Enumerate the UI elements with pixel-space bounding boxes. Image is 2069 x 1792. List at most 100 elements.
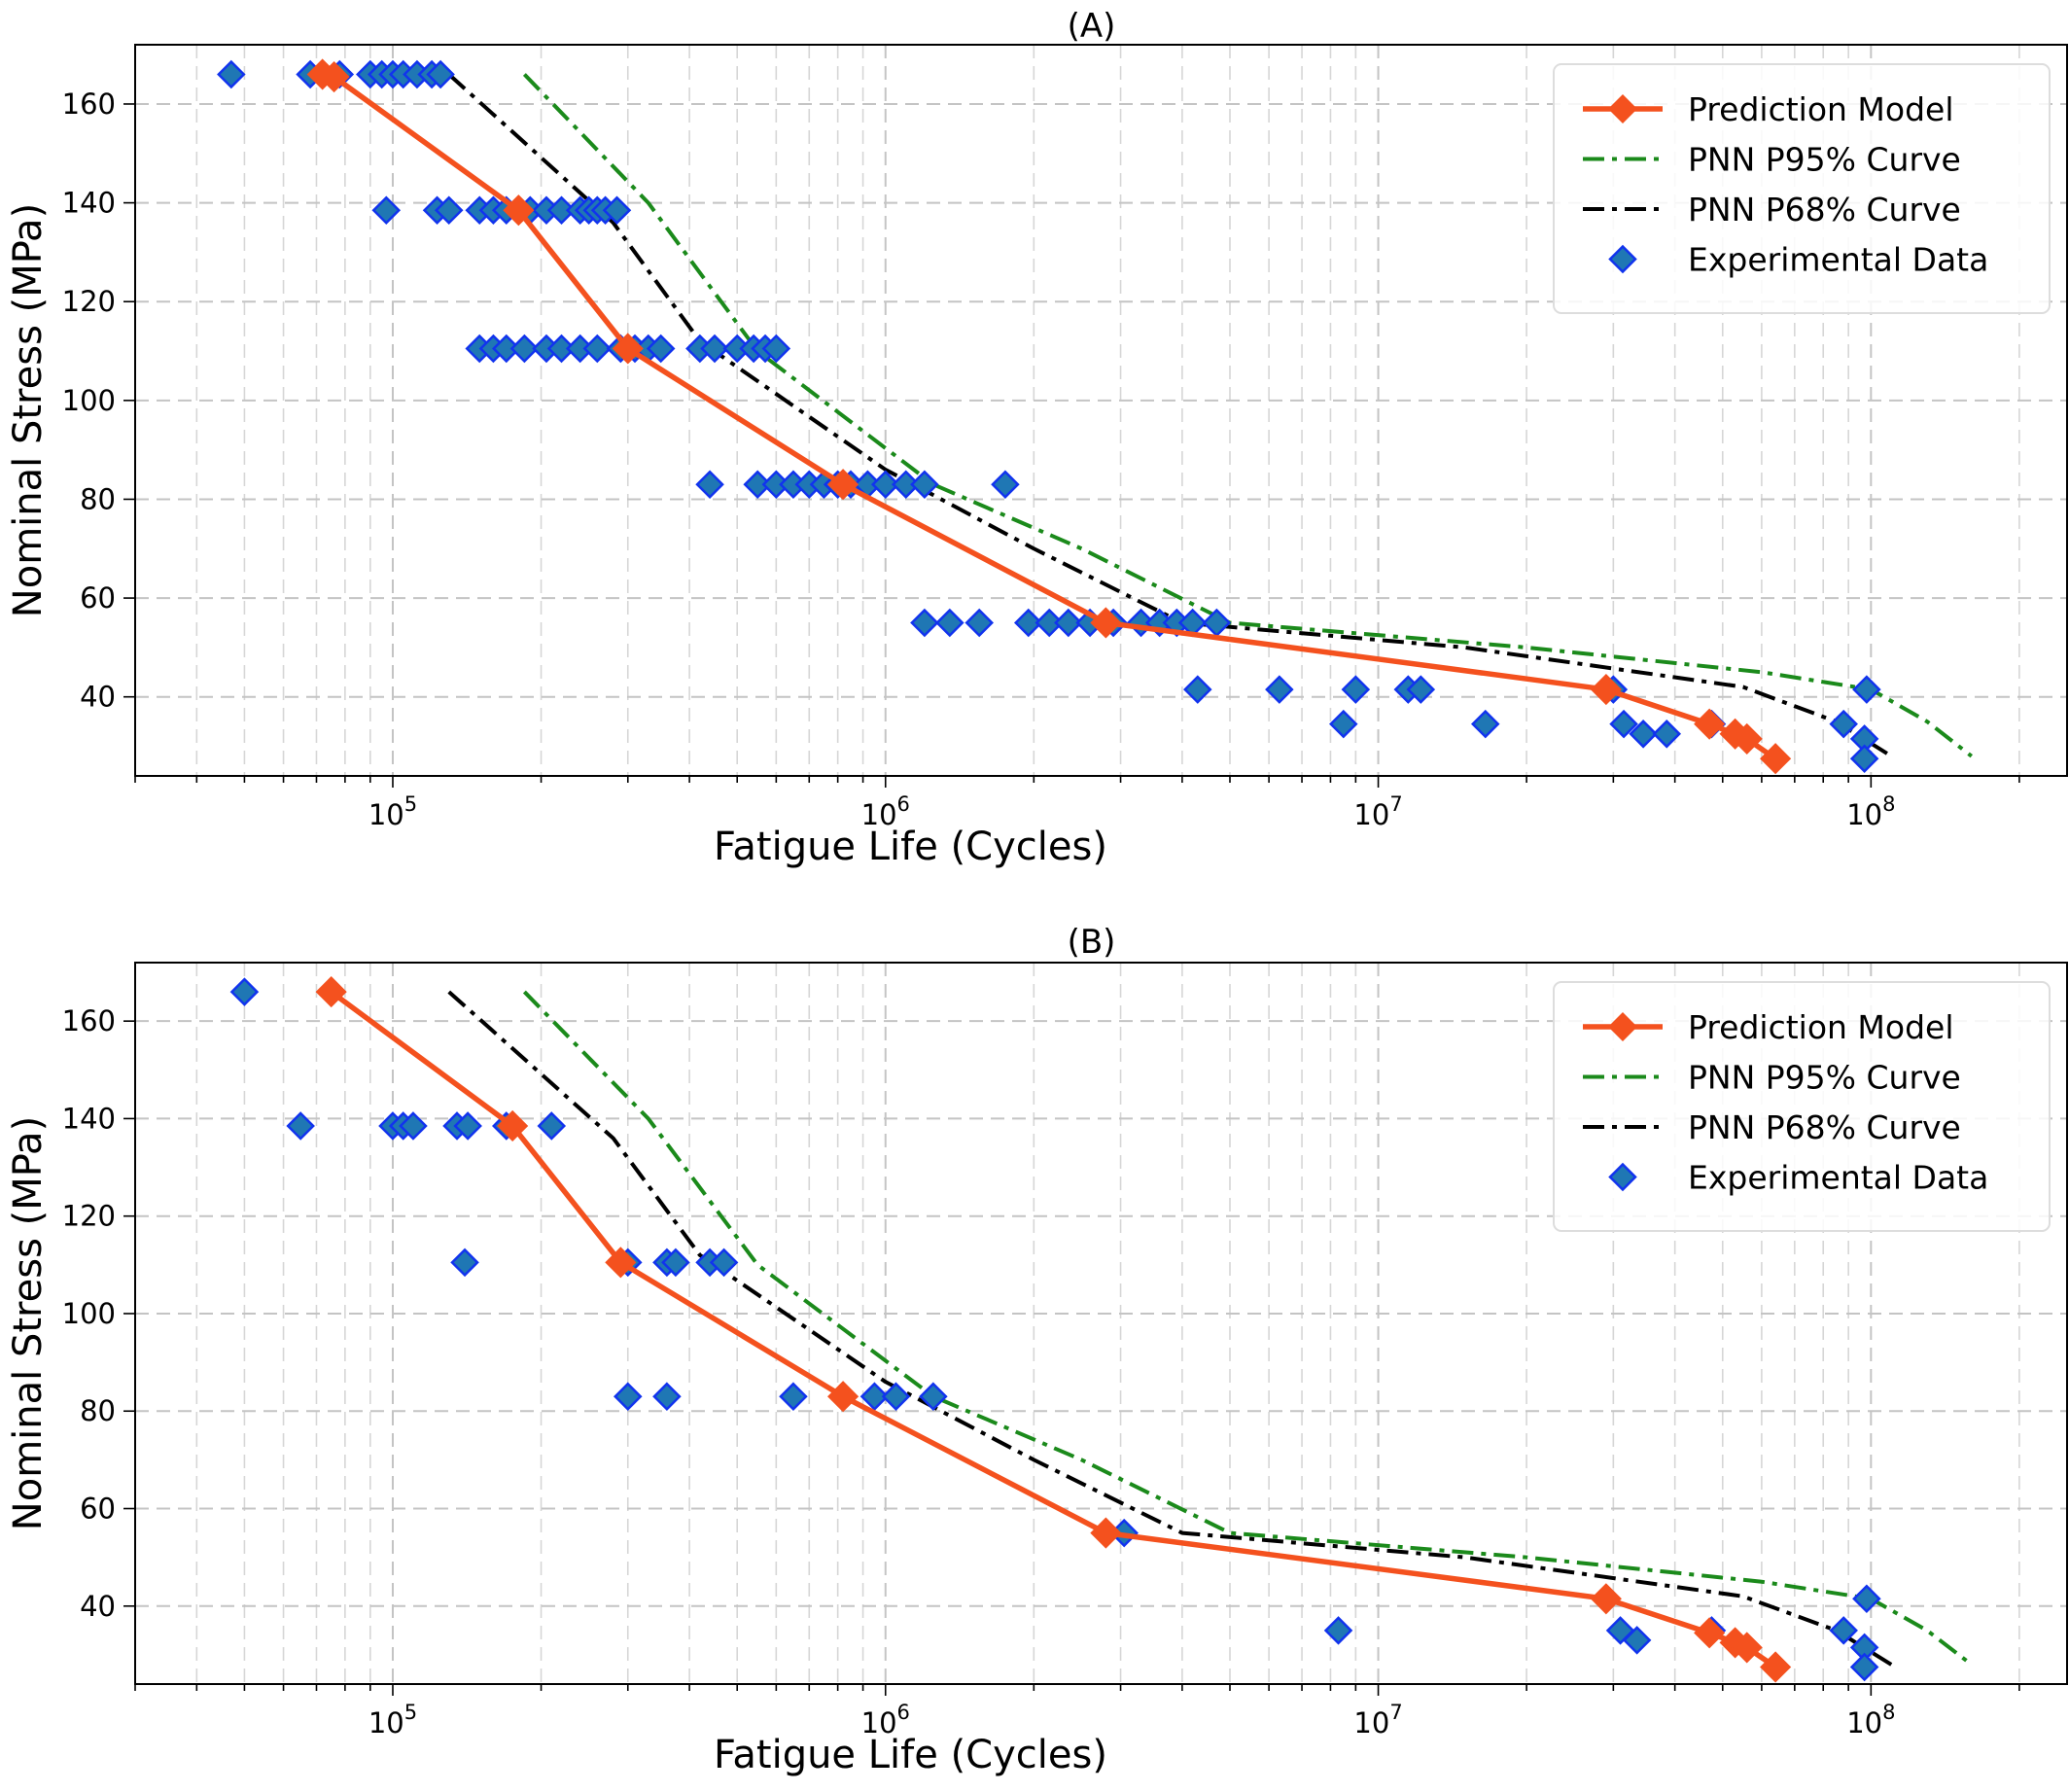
prediction-point [1760, 743, 1792, 775]
panel-b: 105 106 107 108406080100120140160(B)Fatigue… [6, 923, 2068, 1777]
experimental-point [652, 1382, 682, 1411]
legend-label-prediction: Prediction Model [1688, 1008, 1954, 1046]
prediction-point [1090, 607, 1122, 639]
experimental-point [910, 470, 939, 499]
y-tick-label: 100 [62, 384, 116, 417]
experimental-point [1829, 709, 1858, 739]
x-tick-base: 10 [1846, 1706, 1882, 1739]
legend-box [1553, 981, 2051, 1232]
x-tick-label: 107 [1353, 1701, 1402, 1739]
y-tick-label: 40 [80, 1590, 116, 1623]
x-tick-label: 108 [1846, 792, 1895, 831]
x-tick-exponent: 8 [1882, 1701, 1895, 1724]
plot-frame [134, 44, 2068, 777]
x-axis-label: Fatigue Life (Cycles) [714, 825, 1107, 869]
legend-swatch-marker [1608, 244, 1637, 274]
panel-title: (A) [1068, 7, 1116, 46]
experimental-point [217, 59, 246, 89]
legend-swatch-marker [1608, 94, 1637, 123]
experimental-point [546, 334, 577, 364]
panel-a: 105 106 107 108406080100120140160(A)Fatigue… [6, 7, 2068, 869]
experimental-point [450, 1247, 479, 1278]
y-tick-label: 160 [62, 1004, 116, 1037]
x-tick-base: 10 [368, 1706, 404, 1739]
experimental-point [399, 1111, 428, 1141]
experimental-point [709, 1247, 739, 1278]
y-tick-label: 140 [62, 187, 116, 220]
x-tick-base: 10 [1846, 798, 1882, 831]
x-tick-exponent: 8 [1882, 792, 1895, 816]
experimental-point [695, 470, 724, 499]
x-tick-label: 106 [861, 792, 910, 831]
prediction-point [827, 469, 859, 501]
experimental-point [1265, 675, 1294, 704]
x-axis: 105 106 107 108 [134, 776, 2020, 831]
x-tick-base: 10 [861, 798, 897, 831]
experimental-point [743, 470, 772, 499]
experimental-point [1013, 608, 1043, 638]
prediction-point [827, 1381, 859, 1413]
experimental-point [646, 334, 676, 364]
y-axis-label: Nominal Stress (MPa) [6, 1116, 51, 1530]
experimental-point [614, 1382, 643, 1411]
y-tick-label: 160 [62, 88, 116, 121]
prediction-point [1731, 722, 1763, 755]
experimental-point [1852, 1584, 1881, 1614]
experimental-point [761, 334, 791, 364]
y-axis: 40 60 80 100 120 140 160 [62, 88, 135, 714]
y-tick-label: 60 [80, 581, 116, 615]
legend-swatch-marker [1608, 1012, 1637, 1041]
legend-label-p68: PNN P68% Curve [1688, 191, 1961, 228]
prediction-point [1694, 1617, 1726, 1649]
series-prediction [315, 976, 1792, 1683]
experimental-point [1652, 720, 1682, 749]
prediction-point [318, 60, 350, 93]
experimental-point [859, 1382, 890, 1411]
legend-swatch-marker [1608, 1162, 1637, 1192]
y-tick-label: 60 [80, 1493, 116, 1526]
x-tick-label: 105 [368, 792, 417, 831]
experimental-point [991, 470, 1020, 499]
legend-label-experimental: Experimental Data [1688, 241, 1988, 279]
x-tick-label: 105 [368, 1701, 417, 1739]
legend-label-p68: PNN P68% Curve [1688, 1108, 1961, 1146]
prediction-point [1090, 1517, 1122, 1549]
y-axis-label: Nominal Stress (MPa) [6, 203, 51, 617]
prediction-point [1731, 1632, 1763, 1664]
experimental-point [1341, 675, 1371, 704]
x-tick-base: 10 [861, 1706, 897, 1739]
experimental-point [453, 1111, 482, 1141]
experimental-point [582, 334, 613, 364]
x-tick-exponent: 7 [1389, 1701, 1402, 1724]
experimental-point [1054, 608, 1083, 638]
legend-label-p95: PNN P95% Curve [1688, 1059, 1961, 1097]
experimental-point [964, 608, 994, 638]
experimental-point [1323, 1616, 1353, 1645]
x-tick-exponent: 5 [404, 792, 417, 816]
series-p68 [447, 990, 1893, 1667]
experimental-point [371, 195, 402, 225]
experimental-point [661, 1247, 690, 1278]
y-tick-label: 100 [62, 1297, 116, 1330]
x-tick-label: 108 [1846, 1701, 1895, 1739]
experimental-point [891, 470, 921, 499]
experimental-point [1406, 675, 1436, 704]
experimental-point [779, 1382, 808, 1411]
legend: Prediction Model PNN P95% Curve PNN P68% C… [1553, 63, 2051, 314]
prediction-point [1590, 674, 1622, 706]
x-tick-exponent: 7 [1389, 792, 1402, 816]
x-tick-exponent: 6 [897, 792, 910, 816]
experimental-point [1849, 744, 1879, 773]
panel-title: (B) [1068, 923, 1116, 962]
experimental-point [1202, 608, 1232, 638]
experimental-point [537, 1111, 567, 1141]
prediction-point [503, 194, 535, 227]
x-tick-exponent: 5 [404, 1701, 417, 1724]
experimental-point [286, 1111, 315, 1141]
prediction-point [315, 976, 347, 1008]
experimental-point [881, 1382, 911, 1411]
y-tick-label: 40 [80, 681, 116, 714]
experimental-point [1852, 675, 1881, 704]
experimental-point [910, 608, 939, 638]
